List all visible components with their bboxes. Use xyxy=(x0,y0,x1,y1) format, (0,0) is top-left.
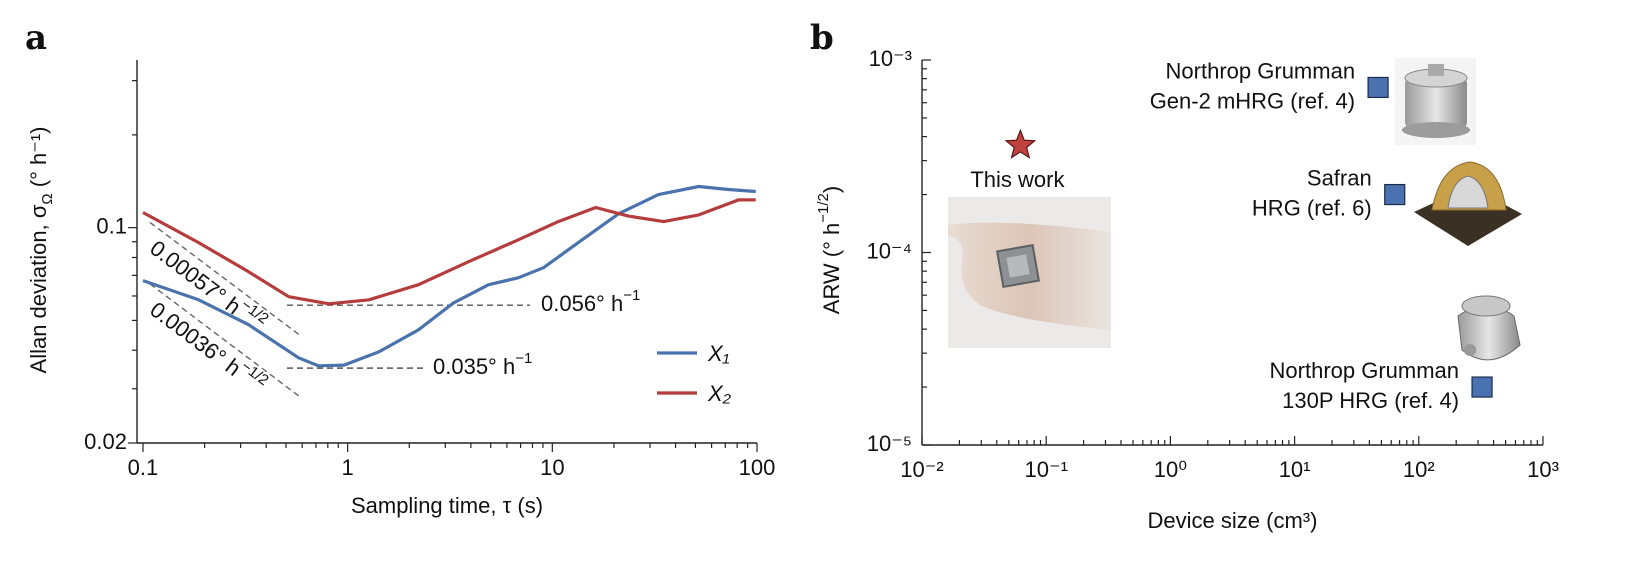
x-tick-label: 10⁰ xyxy=(1154,457,1187,482)
photo-safran-hrg xyxy=(1414,161,1522,246)
x-tick-label: 10 xyxy=(540,455,564,480)
label-text: (° h⁻¹) xyxy=(26,127,51,194)
label-text: 0.056° h xyxy=(541,291,623,316)
data-line xyxy=(142,184,756,368)
x-axis-label: Device size (cm³) xyxy=(1148,508,1318,533)
level-annotation: 0.056° h−1 xyxy=(541,288,640,316)
point-label: HRG (ref. 6) xyxy=(1252,195,1372,220)
x-tick-label: 10¹ xyxy=(1279,457,1311,482)
label-subscript: Ω xyxy=(39,193,56,204)
photo-device-on-finger xyxy=(948,197,1111,348)
x-axis-label: Sampling time, τ (s) xyxy=(351,493,543,518)
y-axis-label: Allan deviation, σΩ (° h⁻¹) xyxy=(26,127,57,374)
point-label: 130P HRG (ref. 4) xyxy=(1282,388,1459,413)
point-label: Northrop Grumman xyxy=(1166,58,1356,83)
arw-reference-line xyxy=(149,221,301,336)
x-tick-label: 10³ xyxy=(1527,457,1559,482)
square-marker xyxy=(1367,76,1389,99)
panel-label: a xyxy=(25,18,47,58)
legend-label: X₁ xyxy=(707,341,730,366)
x-tick-label: 10⁻¹ xyxy=(1024,457,1067,482)
photo-gen2-mhrg xyxy=(1395,58,1476,145)
label-text: ARW (° h xyxy=(819,223,844,315)
arw-reference-line xyxy=(149,283,301,398)
panel-label: b xyxy=(810,18,834,58)
star-marker xyxy=(1004,128,1037,159)
y-tick-label: 0.1 xyxy=(96,213,127,238)
x-tick-label: 10² xyxy=(1403,457,1435,482)
level-annotation: 0.035° h−1 xyxy=(433,351,532,379)
y-tick-label: 0.02 xyxy=(84,429,127,454)
square-marker xyxy=(1471,376,1493,398)
photo-130p-hrg xyxy=(1457,295,1521,361)
square-marker xyxy=(1384,183,1406,206)
label-superscript: −1 xyxy=(623,288,640,305)
legend-label: X₂ xyxy=(707,381,732,406)
label-superscript: −1/2 xyxy=(815,193,832,223)
data-line xyxy=(142,198,756,306)
point-label: Northrop Grumman xyxy=(1270,358,1460,383)
label-text: ) xyxy=(819,186,844,193)
x-tick-label: 1 xyxy=(342,455,354,480)
y-tick-label: 10⁻⁵ xyxy=(867,431,912,456)
x-tick-label: 0.1 xyxy=(128,455,159,480)
point-label: Safran xyxy=(1307,165,1372,190)
y-tick-label: 10⁻⁴ xyxy=(866,238,912,263)
y-tick-label: 10⁻³ xyxy=(869,46,912,71)
point-label: Gen-2 mHRG (ref. 4) xyxy=(1150,88,1355,113)
label-text: Allan deviation, σ xyxy=(26,204,51,373)
x-tick-label: 10⁻² xyxy=(900,457,943,482)
label-superscript: −1 xyxy=(515,351,532,368)
y-axis-label: ARW (° h−1/2) xyxy=(815,186,843,314)
x-tick-label: 100 xyxy=(739,455,776,480)
point-label: This work xyxy=(970,167,1065,192)
label-text: 0.035° h xyxy=(433,354,515,379)
